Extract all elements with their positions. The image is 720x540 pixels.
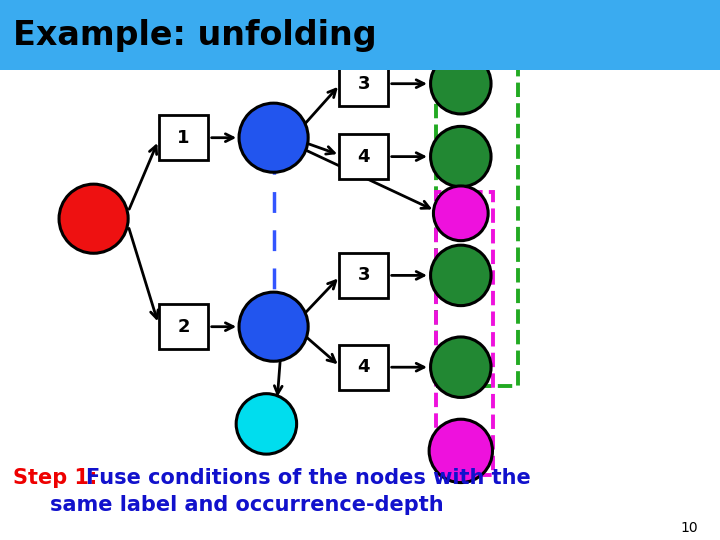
FancyBboxPatch shape — [159, 116, 208, 160]
Ellipse shape — [431, 337, 491, 397]
FancyBboxPatch shape — [339, 345, 388, 390]
Text: 4: 4 — [357, 358, 370, 376]
Text: same label and occurrence-depth: same label and occurrence-depth — [50, 495, 444, 515]
Text: 2: 2 — [177, 318, 190, 336]
Bar — [436, 59, 518, 386]
Bar — [0, 0, 720, 70]
FancyBboxPatch shape — [339, 134, 388, 179]
Text: 3: 3 — [357, 266, 370, 285]
Ellipse shape — [236, 394, 297, 454]
Text: Example: unfolding: Example: unfolding — [13, 18, 377, 52]
Text: 4: 4 — [357, 147, 370, 166]
Ellipse shape — [431, 245, 491, 306]
Text: 1: 1 — [177, 129, 190, 147]
FancyBboxPatch shape — [339, 62, 388, 106]
Ellipse shape — [239, 103, 308, 172]
Bar — [436, 192, 493, 475]
Ellipse shape — [431, 126, 491, 187]
Text: 10: 10 — [681, 521, 698, 535]
Ellipse shape — [239, 292, 308, 361]
Text: Step 1:: Step 1: — [13, 468, 97, 488]
Ellipse shape — [433, 186, 488, 241]
Ellipse shape — [431, 53, 491, 114]
Text: 3: 3 — [357, 75, 370, 93]
FancyBboxPatch shape — [159, 304, 208, 349]
Ellipse shape — [59, 184, 128, 253]
Ellipse shape — [429, 419, 492, 483]
Text: Fuse conditions of the nodes with the: Fuse conditions of the nodes with the — [86, 468, 531, 488]
FancyBboxPatch shape — [339, 253, 388, 298]
